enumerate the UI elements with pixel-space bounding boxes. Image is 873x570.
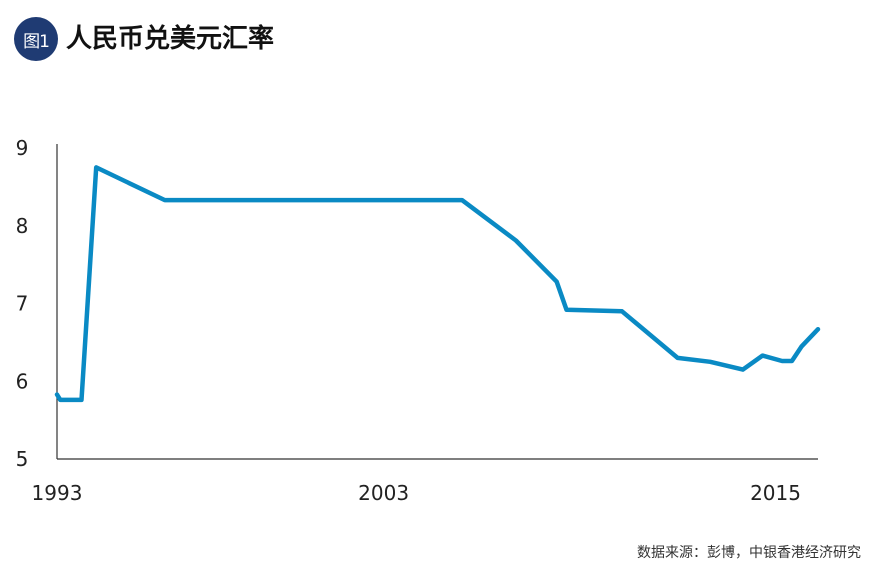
y-tick-label: 6 (16, 369, 29, 393)
y-tick-label: 9 (16, 136, 29, 160)
y-tick-label: 5 (16, 447, 29, 471)
y-tick-label: 8 (16, 214, 29, 238)
x-tick-label: 2003 (358, 481, 409, 505)
axes (56, 144, 818, 460)
data-source-note: 数据来源：彭博，中银香港经济研究 (637, 545, 861, 561)
series-group (54, 165, 821, 403)
x-tick-label: 2015 (750, 481, 801, 505)
chart-title: 人民币兑美元汇率 (66, 24, 275, 54)
y-tick-labels: 5 6 7 8 9 (16, 136, 29, 471)
x-tick-labels: 1993 2003 2015 (32, 481, 801, 505)
exchange-rate-line (54, 165, 821, 403)
x-tick-label: 1993 (32, 481, 83, 505)
y-tick-label: 7 (16, 292, 29, 316)
figure-badge: 图1 (14, 17, 58, 61)
